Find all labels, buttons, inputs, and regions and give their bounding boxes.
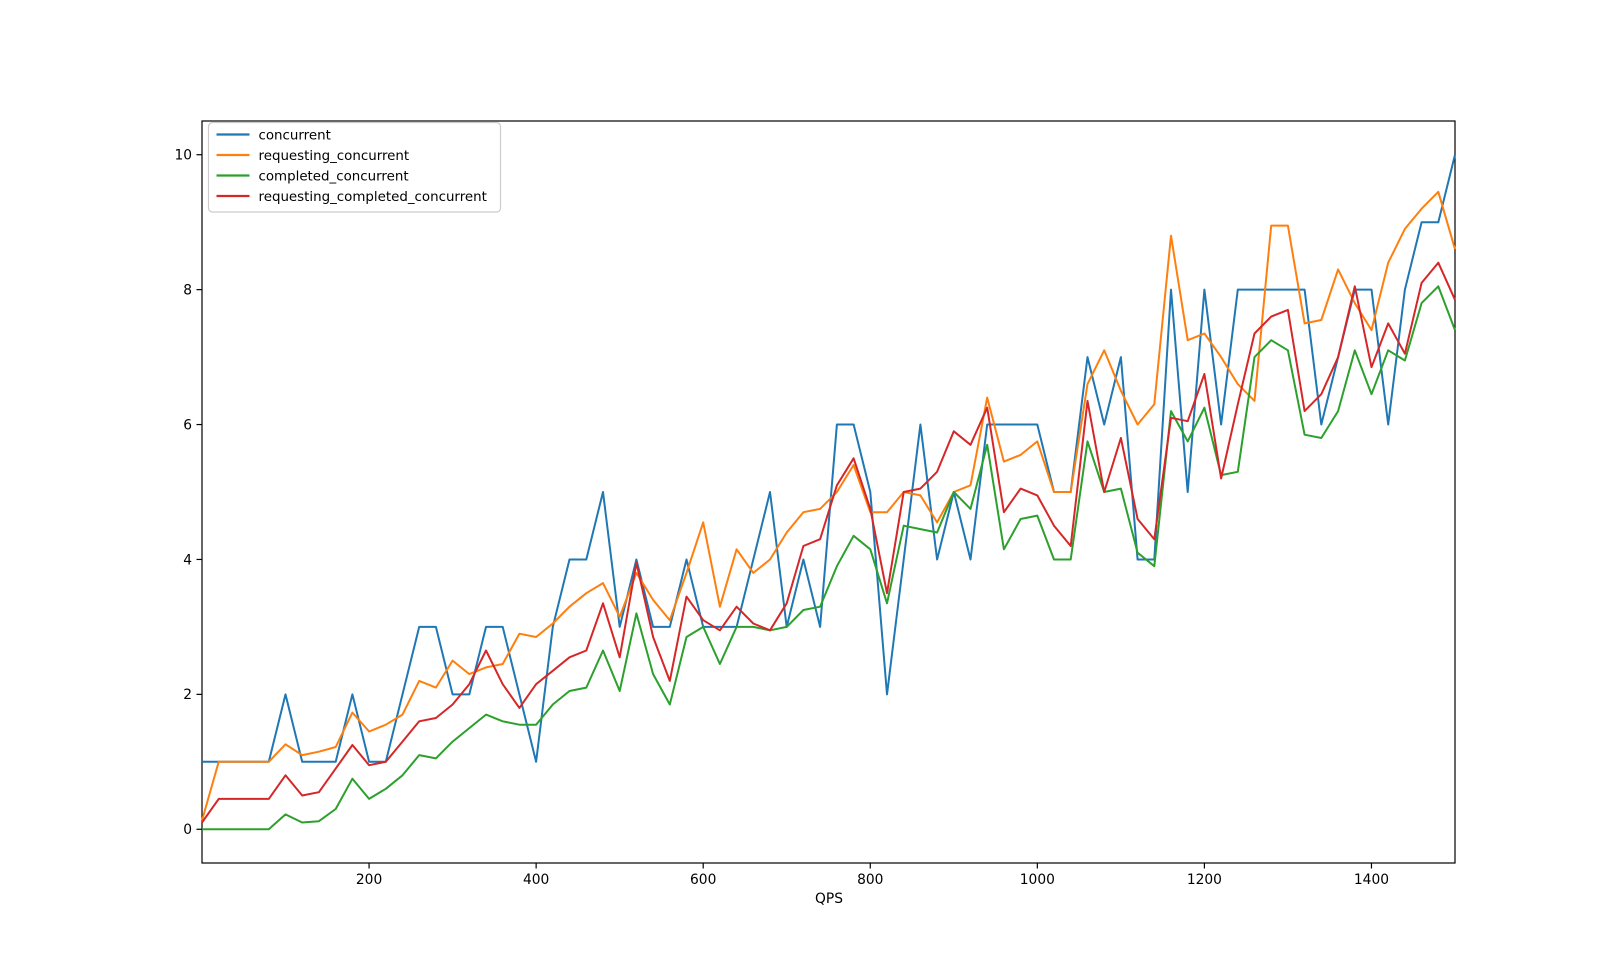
legend [207,121,502,213]
y-tick-label: 10 [174,148,192,164]
x-tick-label: 1000 [1020,872,1055,888]
y-tick-label: 6 [183,417,192,433]
series-line-requesting_completed_concurrent [201,261,1456,824]
plot-area: 200 400 600 800 1000 1200 1400 0 2 4 6 8 10 concurren… [174,120,1456,888]
legend-label-requesting_completed_concurrent: requesting_completed_concurrent [259,190,487,205]
series-line-requesting_concurrent [201,190,1456,821]
x-tick-label: 200 [356,872,382,888]
x-tick-label: 1400 [1354,872,1389,888]
x-tick-label: 1200 [1187,872,1222,888]
y-tick-label: 2 [183,687,192,703]
x-tick-label: 600 [690,872,716,888]
y-tick-label: 0 [183,822,192,838]
legend-label-completed_concurrent: completed_concurrent [259,169,409,184]
legend-label-concurrent: concurrent [259,128,331,143]
legend-label-requesting_concurrent: requesting_concurrent [259,149,410,164]
series-line-completed_concurrent [202,285,1456,831]
y-tick-label: 4 [183,552,192,568]
x-tick-label: 800 [857,872,883,888]
x-tick-label: 400 [523,872,549,888]
axes-spines [201,120,1456,864]
y-tick-label: 8 [183,282,192,298]
x-axis-label: QPS [815,891,843,907]
series-line-concurrent [202,154,1456,763]
